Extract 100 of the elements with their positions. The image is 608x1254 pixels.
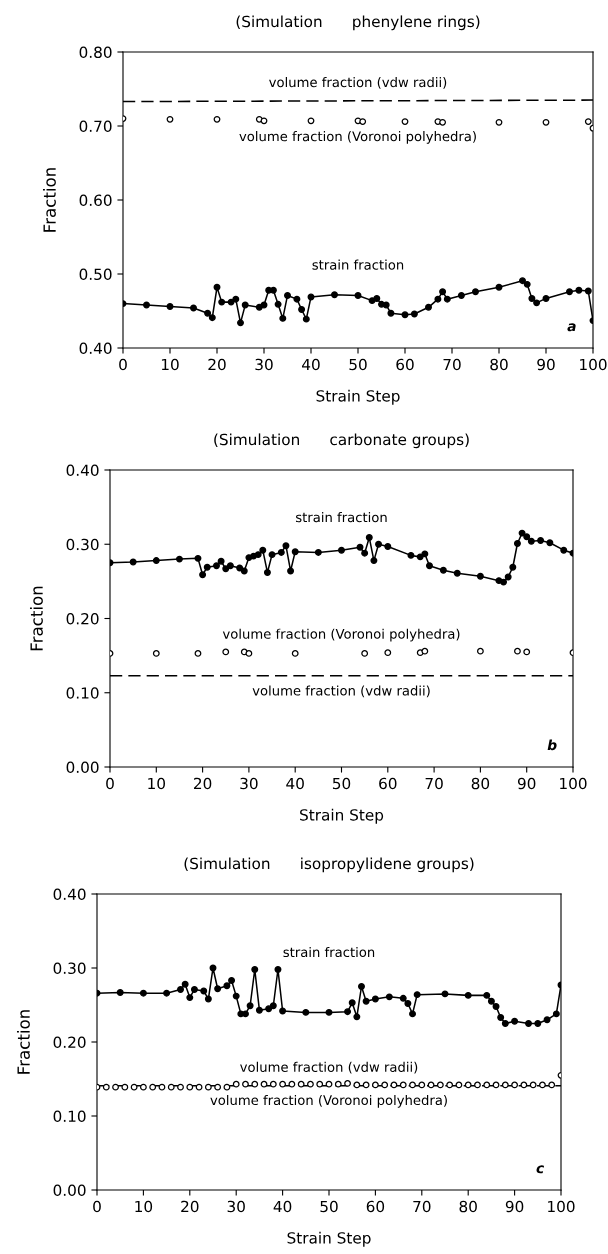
point xyxy=(282,542,290,550)
x-tick-label: 30 xyxy=(227,1200,245,1213)
point xyxy=(361,549,369,557)
y-tick-label: 0.60 xyxy=(79,194,112,207)
point xyxy=(204,1083,212,1091)
point xyxy=(523,280,531,288)
point xyxy=(287,567,295,575)
point xyxy=(439,566,447,574)
point xyxy=(228,977,236,985)
point xyxy=(501,1020,509,1027)
x-tick-label: 100 xyxy=(560,777,587,790)
y-tick-label: 0.40 xyxy=(66,464,99,477)
point xyxy=(149,1083,157,1091)
point xyxy=(425,562,433,570)
point xyxy=(525,1020,532,1027)
point xyxy=(399,994,407,1002)
point xyxy=(166,303,174,311)
point xyxy=(213,562,220,570)
series-label: strain fraction xyxy=(312,259,404,270)
point xyxy=(186,1083,194,1091)
point xyxy=(279,314,287,322)
point xyxy=(325,1008,333,1016)
point xyxy=(222,565,230,573)
point xyxy=(163,989,171,997)
point xyxy=(242,1080,249,1088)
point xyxy=(504,573,512,581)
x-tick-label: 0 xyxy=(106,777,114,790)
point xyxy=(139,989,147,997)
x-tick-label: 60 xyxy=(366,1200,385,1213)
series-label: volume fraction (Voronoi polyhedra) xyxy=(210,1094,447,1108)
point xyxy=(401,311,409,319)
point xyxy=(291,649,299,657)
point xyxy=(382,301,390,309)
point xyxy=(344,1080,351,1087)
point xyxy=(409,1010,416,1018)
point xyxy=(492,1003,500,1010)
point xyxy=(534,1020,542,1027)
point xyxy=(483,991,491,999)
x-tick-label: 40 xyxy=(273,1200,292,1213)
point xyxy=(302,1008,310,1016)
point xyxy=(436,1081,444,1089)
point xyxy=(102,1083,110,1091)
point xyxy=(476,647,484,655)
y-axis-title: Fraction xyxy=(16,1010,30,1074)
point xyxy=(242,1010,249,1018)
point xyxy=(527,537,535,545)
point xyxy=(265,1005,273,1013)
series-label: volume fraction (Voronoi polyhedra) xyxy=(239,131,476,144)
point xyxy=(404,1000,412,1007)
point xyxy=(331,291,338,299)
point xyxy=(500,578,508,586)
point xyxy=(251,1080,259,1088)
point xyxy=(487,997,495,1005)
point xyxy=(214,985,222,993)
point xyxy=(566,288,573,296)
point xyxy=(371,1081,379,1089)
point xyxy=(203,563,211,571)
x-tick-label: 0 xyxy=(93,1200,101,1213)
point xyxy=(232,992,240,1000)
series-label: volume fraction (vdw radii) xyxy=(240,1061,418,1074)
point xyxy=(269,1080,277,1088)
point xyxy=(474,1081,481,1089)
point xyxy=(284,291,291,299)
point xyxy=(269,1002,277,1010)
point xyxy=(232,1080,240,1088)
point xyxy=(362,997,370,1005)
point xyxy=(523,533,531,541)
point xyxy=(539,1081,546,1089)
point xyxy=(476,572,484,580)
point xyxy=(399,1081,407,1089)
x-tick-label: 80 xyxy=(490,358,508,371)
y-tick-label: 0.40 xyxy=(79,342,112,355)
x-tick-label: 40 xyxy=(302,358,320,371)
point xyxy=(441,990,449,998)
point xyxy=(483,1081,491,1089)
point xyxy=(255,1006,263,1014)
point xyxy=(407,551,415,559)
point xyxy=(255,303,263,311)
point xyxy=(130,1083,138,1091)
point xyxy=(194,649,202,657)
point xyxy=(434,295,442,303)
point xyxy=(495,118,503,126)
point xyxy=(307,117,315,125)
point xyxy=(314,548,322,556)
point xyxy=(255,115,263,123)
point xyxy=(358,983,365,990)
point xyxy=(241,301,249,309)
point xyxy=(529,1081,537,1089)
point xyxy=(338,546,345,554)
point xyxy=(523,648,531,656)
point xyxy=(533,299,541,307)
point xyxy=(263,568,271,576)
point xyxy=(274,966,282,973)
point xyxy=(354,291,362,299)
point xyxy=(121,1083,129,1091)
point xyxy=(509,563,517,571)
point xyxy=(410,310,418,318)
point xyxy=(439,118,447,126)
point xyxy=(443,295,451,303)
point xyxy=(116,988,124,996)
